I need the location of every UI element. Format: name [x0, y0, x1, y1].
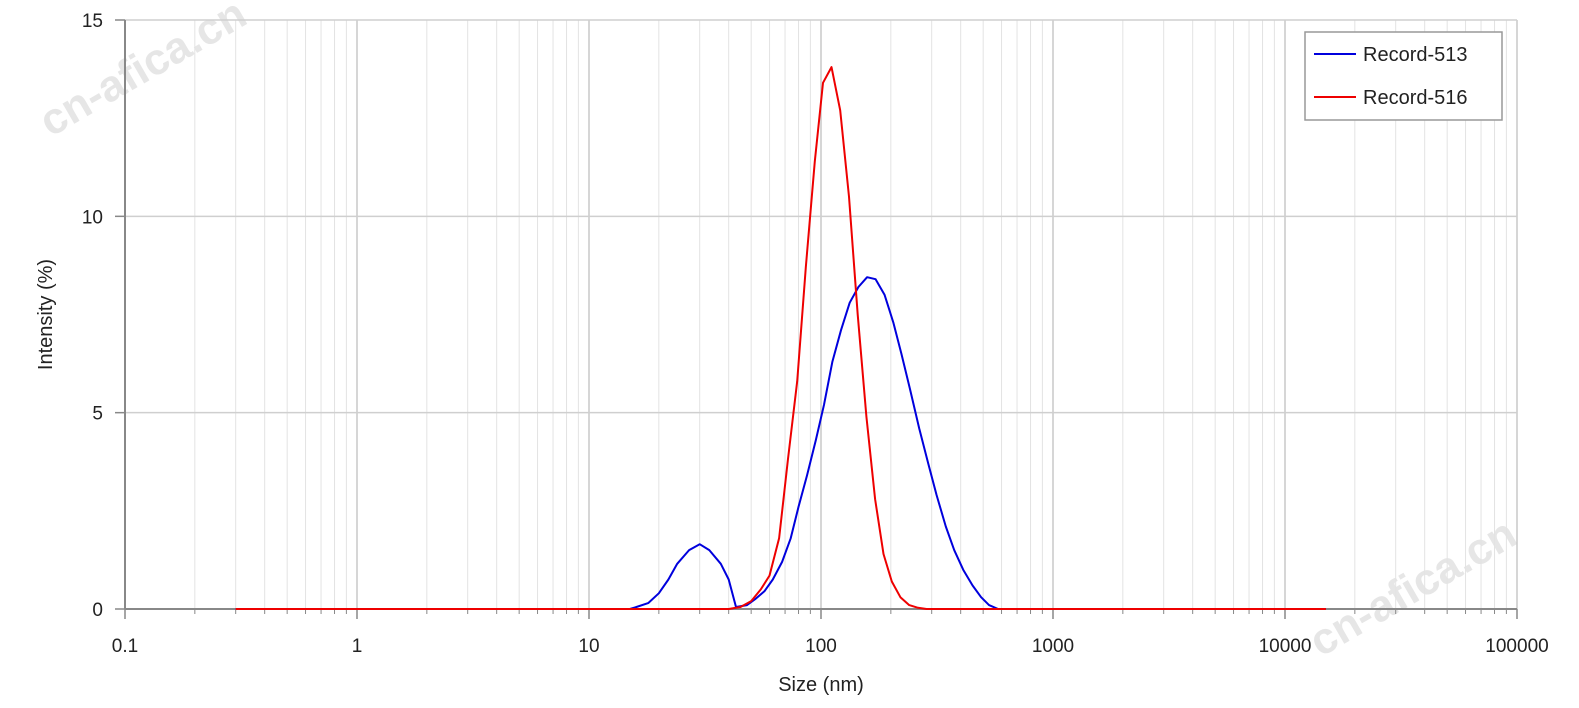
legend: Record-513 Record-516 [1304, 31, 1503, 121]
series-layer [235, 66, 1326, 610]
x-axis-title: Size (nm) [778, 674, 864, 696]
y-tick-label: 10 [82, 207, 103, 228]
y-axis-title: Intensity (%) [35, 259, 57, 370]
series-line-record-513 [235, 276, 1326, 610]
x-tick-label: 100000 [1485, 636, 1548, 657]
x-tick-label: 10 [578, 636, 599, 657]
legend-label: Record-516 [1363, 87, 1468, 109]
legend-box [1304, 31, 1503, 121]
grid [124, 19, 1518, 610]
axes: 0.1 1 10 100 1000 10000 100000 0 5 10 15 Size (nm) I… [35, 11, 1549, 696]
x-tick-label: 0.1 [112, 636, 138, 657]
series-line-record-516 [235, 66, 1326, 610]
x-tick-label: 100 [805, 636, 837, 657]
x-tick-label: 10000 [1259, 636, 1312, 657]
y-tick-label: 15 [82, 11, 103, 32]
y-tick-label: 0 [92, 600, 103, 621]
y-tick-label: 5 [92, 404, 103, 425]
x-tick-label: 1 [352, 636, 363, 657]
x-tick-label: 1000 [1032, 636, 1074, 657]
legend-label: Record-513 [1363, 44, 1468, 66]
